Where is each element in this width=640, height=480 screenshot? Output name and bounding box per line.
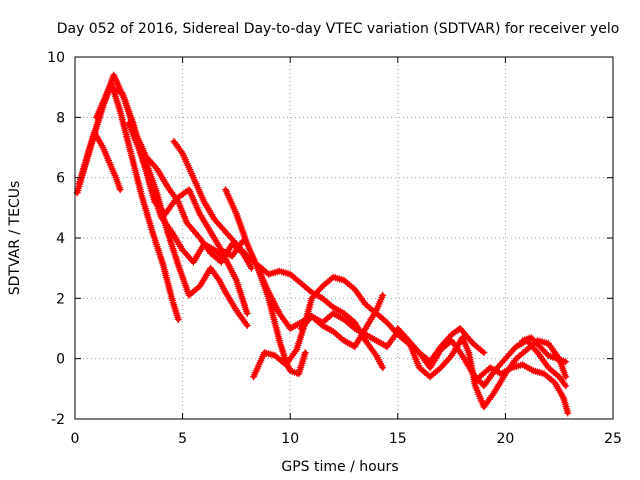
x-tick-label: 15 — [389, 431, 407, 447]
series-sat-n — [519, 334, 570, 366]
y-tick-label: 0 — [56, 352, 65, 368]
series-sat-j — [254, 264, 309, 378]
series-sat-f — [142, 159, 251, 329]
x-axis-label: GPS time / hours — [281, 459, 398, 475]
series-sat-l — [394, 325, 570, 411]
series-markers — [125, 119, 251, 317]
x-tick-label: 20 — [496, 431, 514, 447]
grid-lines — [75, 57, 613, 419]
series-markers — [142, 159, 251, 329]
data-layer — [73, 71, 572, 417]
series-sat-g — [170, 138, 387, 372]
axis-ticks: 0 5 10 15 20 25 -2 0 2 4 6 8 10 — [47, 50, 622, 447]
series-markers — [394, 325, 570, 411]
series-markers — [519, 334, 570, 366]
y-tick-label: 10 — [47, 50, 65, 66]
series-markers — [75, 128, 124, 194]
y-axis-label: SDTVAR / TECUs — [7, 181, 23, 296]
series-sat-m — [476, 361, 572, 417]
y-tick-label: 8 — [56, 110, 65, 126]
x-tick-label: 10 — [281, 431, 299, 447]
chart-title: Day 052 of 2016, Sidereal Day-to-day VTE… — [57, 21, 620, 37]
x-tick-label: 0 — [71, 431, 80, 447]
y-tick-label: 6 — [56, 171, 65, 187]
series-sat-c — [75, 128, 124, 194]
series-markers — [476, 361, 572, 417]
y-tick-label: -2 — [51, 412, 65, 428]
y-tick-label: 2 — [56, 291, 65, 307]
x-tick-label: 5 — [178, 431, 187, 447]
x-tick-label: 25 — [604, 431, 622, 447]
y-tick-label: 4 — [56, 231, 65, 247]
series-markers — [254, 264, 309, 378]
